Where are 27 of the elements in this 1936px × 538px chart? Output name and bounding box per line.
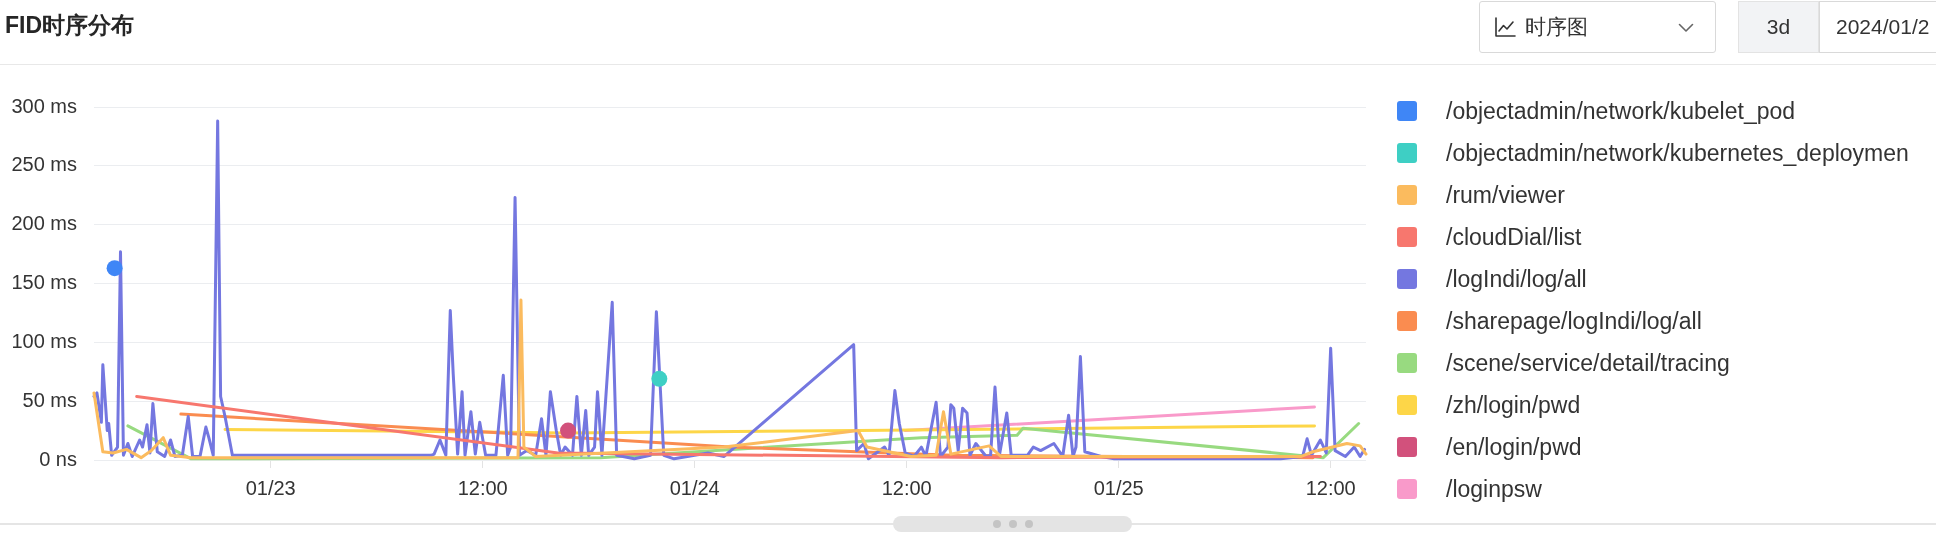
x-tick-label: 12:00 (457, 476, 508, 499)
chart-title: FID时序分布 (5, 11, 135, 40)
legend-label: /sharepage/logIndi/log/all (1446, 307, 1702, 335)
x-tick-label: 12:00 (1305, 476, 1356, 499)
legend-label: /rum/viewer (1446, 181, 1565, 209)
y-tick-label: 100 ms (11, 329, 77, 352)
y-tick-label: 0 ns (39, 447, 77, 470)
legend-label: /cloudDial/list (1446, 223, 1582, 251)
x-tick-label: 01/24 (669, 476, 720, 499)
date-field: 2024/01/2 (1819, 1, 1936, 53)
y-tick-label: 300 ms (11, 94, 77, 117)
x-tick-label: 01/23 (245, 476, 296, 499)
y-tick-label: 250 ms (11, 153, 77, 176)
x-tick-label: 01/25 (1093, 476, 1144, 499)
legend-label: /loginpsw (1446, 475, 1542, 503)
legend-label: /objectadmin/network/kubernetes_deploymen (1446, 139, 1909, 167)
y-tick-label: 50 ms (22, 388, 77, 411)
legend-label: /logIndi/log/all (1446, 265, 1587, 293)
legend-label: /scene/service/detail/tracing (1446, 349, 1730, 377)
legend-label: /zh/login/pwd (1446, 391, 1581, 419)
dropdown: 时序图 (1479, 1, 1716, 53)
y-tick-label: 150 ms (11, 271, 77, 294)
x-tick-label: 12:00 (881, 476, 932, 499)
button: 3d (1738, 1, 1819, 53)
legend-label: /objectadmin/network/kubelet_pod (1446, 97, 1796, 125)
y-tick-label: 200 ms (11, 212, 77, 235)
legend-label: /en/login/pwd (1446, 433, 1582, 461)
